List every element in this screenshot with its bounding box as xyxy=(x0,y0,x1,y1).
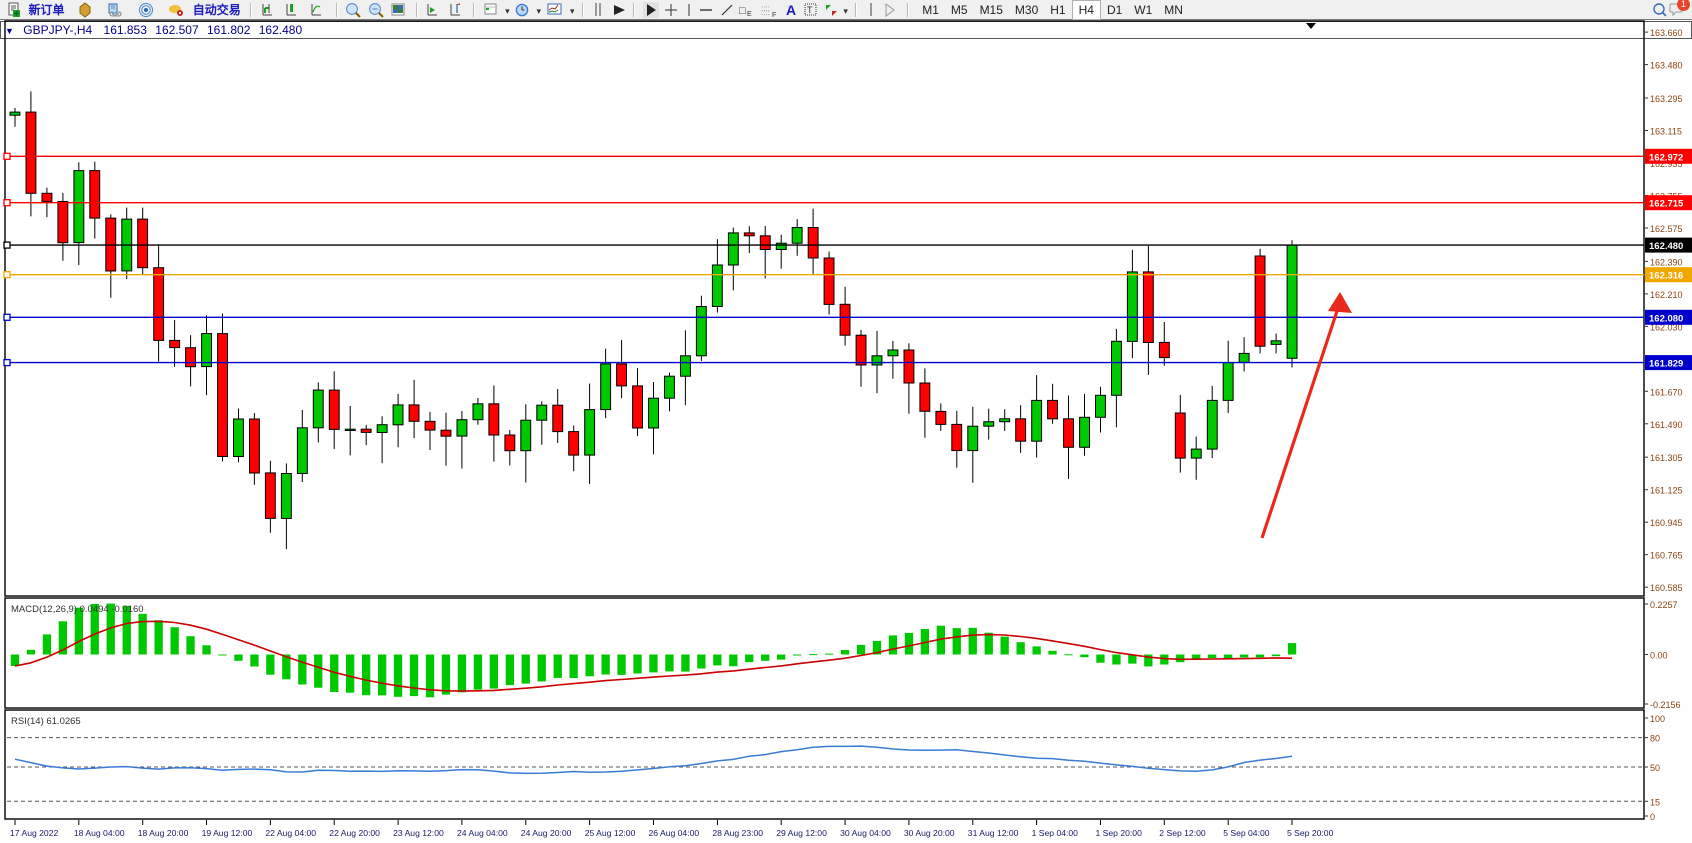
svg-text:30 Aug 04:00: 30 Aug 04:00 xyxy=(840,828,891,838)
svg-text:0.00: 0.00 xyxy=(1650,651,1668,661)
svg-text:162.715: 162.715 xyxy=(1649,199,1684,210)
svg-text:MACD(12,26,9) 0.0494 -0.0160: MACD(12,26,9) 0.0494 -0.0160 xyxy=(11,604,144,615)
svg-text:161.125: 161.125 xyxy=(1650,486,1683,496)
svg-text:18 Aug 04:00: 18 Aug 04:00 xyxy=(74,828,125,838)
svg-text:19 Aug 12:00: 19 Aug 12:00 xyxy=(202,828,253,838)
svg-text:30 Aug 20:00: 30 Aug 20:00 xyxy=(904,828,955,838)
svg-text:161.305: 161.305 xyxy=(1650,453,1683,463)
svg-text:18 Aug 20:00: 18 Aug 20:00 xyxy=(138,828,189,838)
svg-text:1 Sep 04:00: 1 Sep 04:00 xyxy=(1032,828,1079,838)
svg-text:162.575: 162.575 xyxy=(1650,224,1683,234)
svg-text:22 Aug 04:00: 22 Aug 04:00 xyxy=(265,828,316,838)
svg-text:RSI(14) 61.0265: RSI(14) 61.0265 xyxy=(11,716,81,727)
svg-text:15: 15 xyxy=(1650,797,1660,807)
svg-text:24 Aug 20:00: 24 Aug 20:00 xyxy=(521,828,572,838)
svg-text:161.670: 161.670 xyxy=(1650,387,1683,397)
svg-text:161.490: 161.490 xyxy=(1650,420,1683,430)
svg-text:162.080: 162.080 xyxy=(1649,313,1683,324)
svg-text:162.390: 162.390 xyxy=(1650,257,1683,267)
svg-text:2 Sep 12:00: 2 Sep 12:00 xyxy=(1159,828,1206,838)
svg-text:-0.2156: -0.2156 xyxy=(1650,700,1681,710)
svg-text:26 Aug 04:00: 26 Aug 04:00 xyxy=(649,828,700,838)
svg-text:163.115: 163.115 xyxy=(1650,127,1682,137)
svg-text:162.972: 162.972 xyxy=(1649,152,1683,163)
svg-text:0.2257: 0.2257 xyxy=(1650,600,1678,610)
svg-text:163.660: 163.660 xyxy=(1650,28,1683,38)
svg-text:28 Aug 23:00: 28 Aug 23:00 xyxy=(712,828,763,838)
svg-text:162.480: 162.480 xyxy=(1649,241,1683,252)
svg-text:29 Aug 12:00: 29 Aug 12:00 xyxy=(776,828,827,838)
svg-text:163.295: 163.295 xyxy=(1650,94,1683,104)
svg-text:25 Aug 12:00: 25 Aug 12:00 xyxy=(585,828,636,838)
svg-text:31 Aug 12:00: 31 Aug 12:00 xyxy=(968,828,1019,838)
svg-text:50: 50 xyxy=(1650,763,1660,773)
svg-text:5 Sep 04:00: 5 Sep 04:00 xyxy=(1223,828,1270,838)
svg-text:160.945: 160.945 xyxy=(1650,518,1683,528)
svg-text:100: 100 xyxy=(1650,714,1665,724)
svg-text:24 Aug 04:00: 24 Aug 04:00 xyxy=(457,828,508,838)
svg-text:163.480: 163.480 xyxy=(1650,61,1683,71)
svg-text:0: 0 xyxy=(1650,812,1655,822)
svg-text:160.765: 160.765 xyxy=(1650,551,1683,561)
svg-text:23 Aug 12:00: 23 Aug 12:00 xyxy=(393,828,444,838)
svg-text:162.316: 162.316 xyxy=(1649,271,1683,282)
svg-text:160.585: 160.585 xyxy=(1650,583,1683,593)
svg-text:161.829: 161.829 xyxy=(1649,359,1683,370)
svg-text:162.210: 162.210 xyxy=(1650,290,1683,300)
svg-text:22 Aug 20:00: 22 Aug 20:00 xyxy=(329,828,380,838)
svg-text:1 Sep 20:00: 1 Sep 20:00 xyxy=(1096,828,1143,838)
svg-text:17 Aug 2022: 17 Aug 2022 xyxy=(10,828,58,838)
svg-text:80: 80 xyxy=(1650,734,1660,744)
svg-text:5 Sep 20:00: 5 Sep 20:00 xyxy=(1287,828,1334,838)
